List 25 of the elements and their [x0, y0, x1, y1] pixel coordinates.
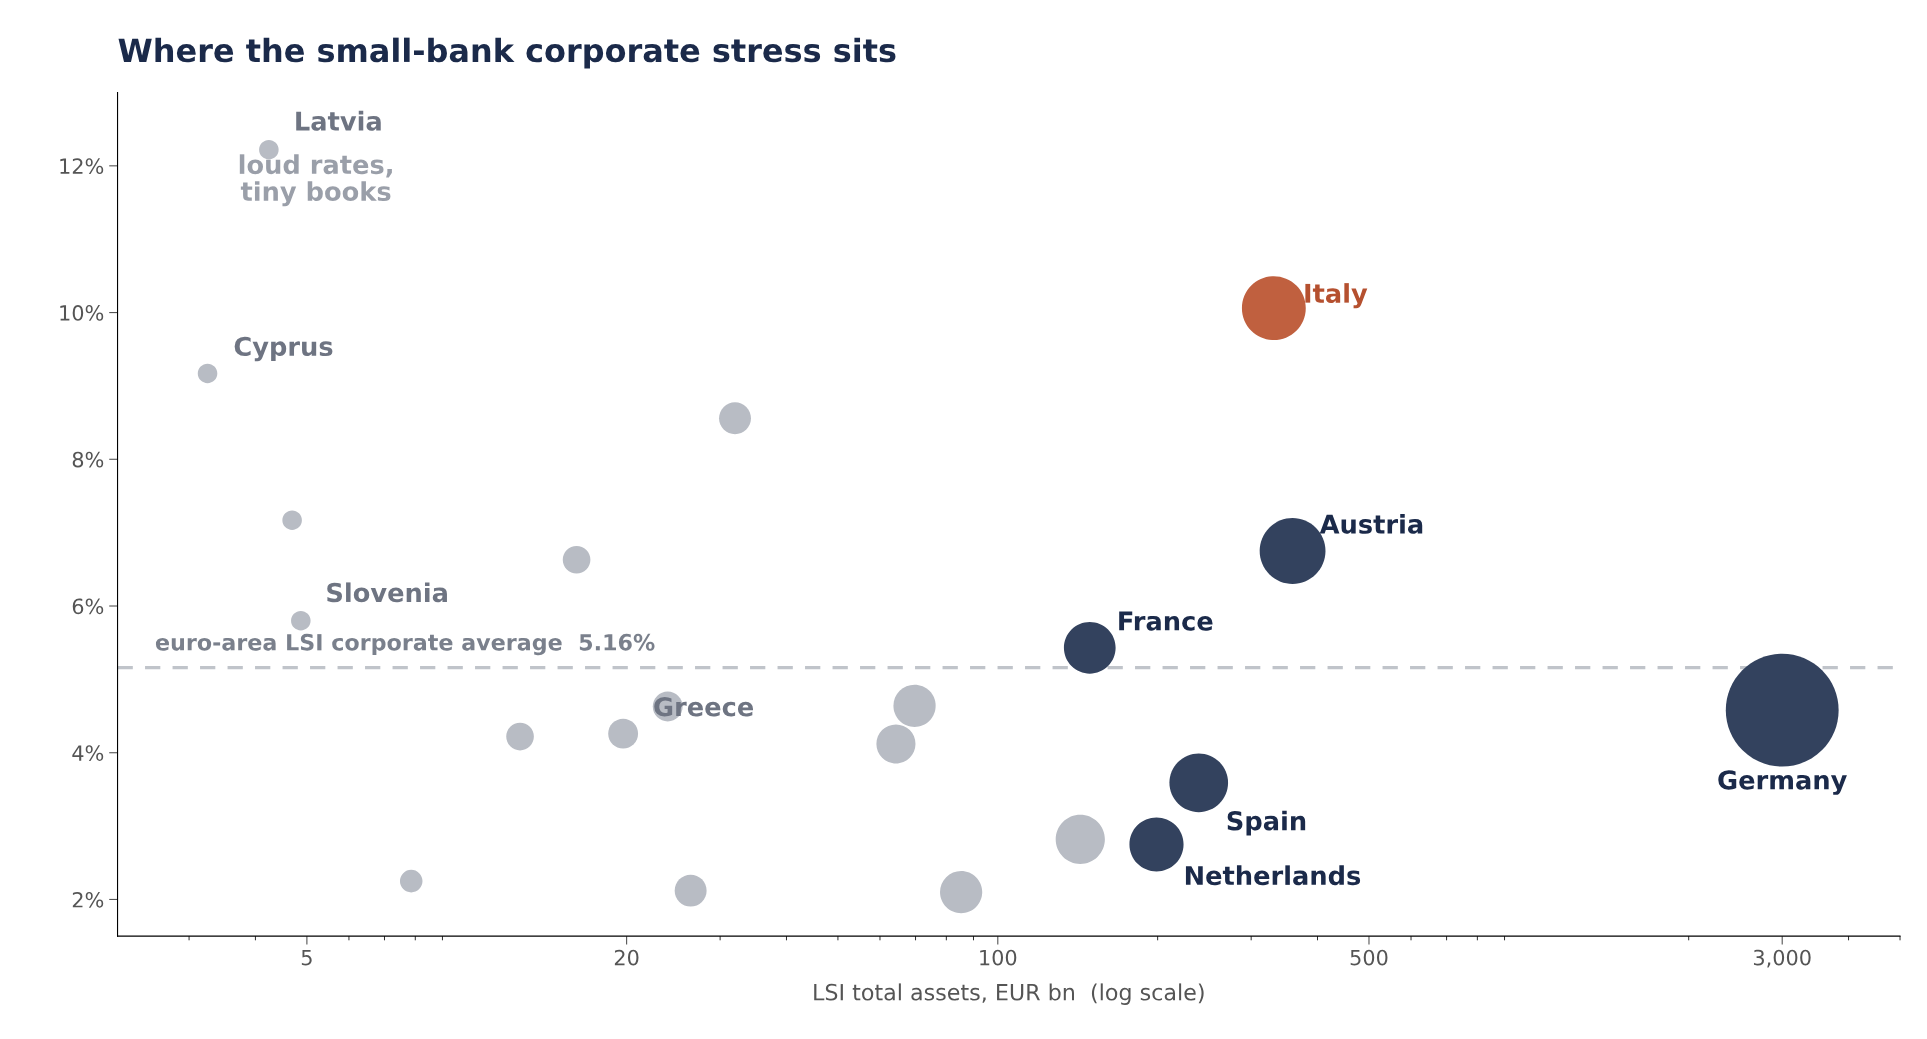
x-tick-label: 500 [1350, 949, 1388, 966]
ref-line-label: euro-area LSI corporate average 5.16% [155, 633, 655, 656]
x-axis-title: LSI total assets, EUR bn (log scale) [814, 983, 1204, 1005]
annotation: Cyprus [234, 336, 333, 362]
y-tick-label: 12% [60, 158, 104, 175]
x-tick-label: 3,000 [1753, 949, 1811, 968]
annotation: Germany [1718, 770, 1847, 795]
annotation: Netherlands [1185, 865, 1361, 886]
annotation: Spain [1227, 810, 1306, 836]
annotation: Italy [1305, 283, 1368, 309]
y-tick-label: 2% [72, 891, 104, 908]
chart-title: Where the small-bank corporate stress sits [118, 37, 896, 69]
annotation: Greece [654, 697, 753, 717]
y-tick-label: 4% [72, 745, 104, 761]
annotation: Austria [1319, 513, 1423, 534]
y-tick-label: 8% [72, 451, 104, 468]
annotation: France [1119, 611, 1213, 631]
annotation: Latvia [296, 110, 381, 131]
x-tick-label: 20 [614, 949, 639, 966]
x-tick-label: 100 [980, 949, 1017, 966]
y-tick-label: 6% [72, 598, 104, 615]
x-tick-label: 5 [301, 949, 312, 966]
annotation: loud rates, tiny books [239, 154, 392, 207]
annotation: Slovenia [327, 582, 447, 603]
y-tick-label: 10% [60, 305, 104, 321]
